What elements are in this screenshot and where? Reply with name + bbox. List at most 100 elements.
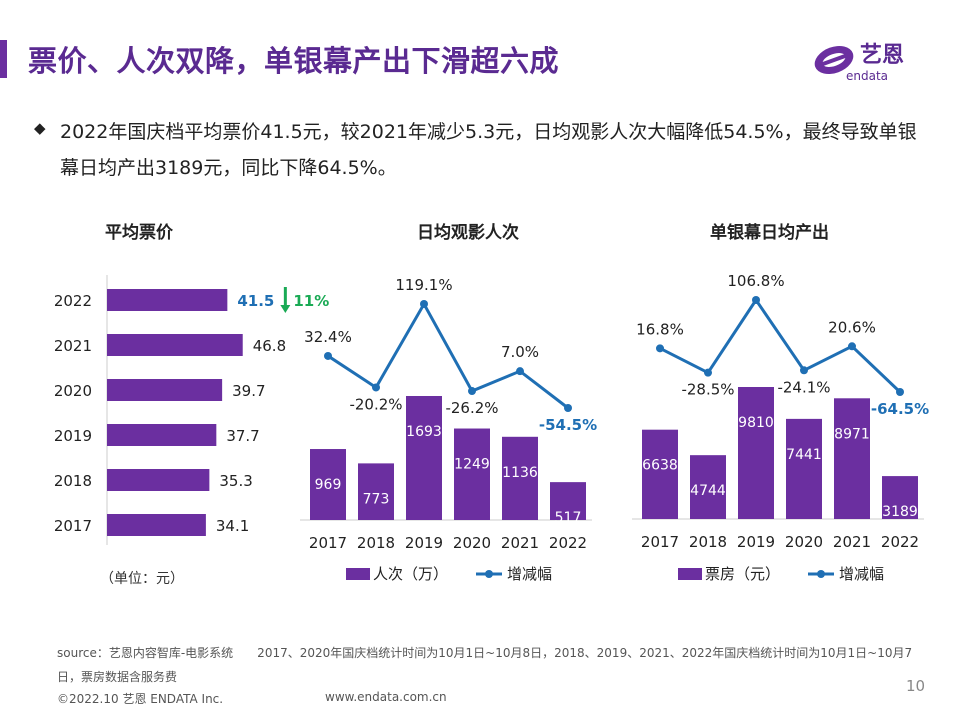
logo-e-icon (814, 45, 854, 75)
source-note: source：艺恩内容智库-电影系统 2017、2020年国庆档统计时间为10月… (57, 646, 913, 684)
bar (642, 429, 678, 519)
line-value-label: 7.0% (501, 343, 539, 361)
chart-title-screen-output: 单银幕日均产出 (710, 223, 829, 243)
change-label: 11% (293, 292, 329, 310)
line-value-label: -64.5% (871, 400, 929, 418)
x-tick-label: 2020 (453, 534, 491, 552)
bar-value-label: 6638 (642, 458, 678, 474)
website-link[interactable]: www.endata.com.cn (325, 690, 447, 704)
bar (690, 455, 726, 519)
line-value-label: 20.6% (828, 318, 876, 336)
daily-admissions-chart: 969 2017 773 2018 1693 2019 1249 2020 1136 2021 51… (300, 276, 597, 583)
endata-logo: 艺恩 endata (814, 42, 904, 83)
bar-value-label: 7441 (786, 447, 822, 463)
line-value-label: 119.1% (395, 276, 452, 294)
ticket-price-chart: 2022 41.5 11% 2021 46.8 2020 39.7 2019 37.7 2018 3… (54, 275, 329, 545)
legend-bar-swatch (678, 568, 702, 580)
x-tick-label: 2022 (881, 533, 919, 551)
legend-line-label: 增减幅 (507, 565, 552, 583)
copyright: ©2022.10 艺恩 ENDATA Inc. (57, 692, 224, 706)
line-value-label: -54.5% (539, 416, 597, 434)
bar-value-label: 3189 (882, 504, 918, 520)
value-label: 34.1 (216, 517, 249, 535)
line-value-label: -28.5% (681, 381, 734, 399)
bar (786, 418, 822, 519)
screen-output-chart: 6638 2017 4744 2018 9810 2019 7441 2020 8971 2021… (632, 272, 929, 583)
bar-value-label: 1249 (454, 457, 490, 473)
x-tick-label: 2020 (785, 533, 823, 551)
line-point (516, 367, 524, 376)
bar-value-label: 9810 (738, 415, 774, 431)
line-point (752, 296, 760, 304)
logo-subtext: endata (846, 69, 888, 83)
x-tick-label: 2021 (501, 534, 539, 552)
line-point (324, 351, 332, 360)
bar (107, 469, 210, 491)
bar (882, 476, 918, 519)
legend-bar-label: 票房（元） (705, 565, 780, 583)
bar (310, 449, 346, 520)
legend-line-point (485, 570, 493, 578)
logo-text: 艺恩 (860, 42, 904, 68)
bar-value-label: 1693 (406, 424, 442, 440)
bar-value-label: 4744 (690, 483, 726, 499)
category-label: 2020 (54, 382, 92, 400)
growth-line (659, 297, 902, 394)
line-value-label: -24.1% (777, 378, 830, 396)
bar (107, 289, 228, 311)
line-value-label: -20.2% (349, 395, 402, 413)
x-tick-label: 2022 (549, 534, 587, 552)
bar (358, 463, 394, 520)
x-tick-label: 2021 (833, 533, 871, 551)
bar (406, 396, 442, 520)
x-tick-label: 2017 (309, 534, 347, 552)
value-label: 41.5 (237, 292, 274, 310)
line-point (848, 342, 856, 351)
bar (502, 436, 538, 520)
title-accent-bar (0, 40, 7, 78)
legend-bar-label: 人次（万） (373, 565, 448, 583)
line-value-label: -26.2% (445, 399, 498, 417)
bar (107, 334, 243, 356)
line-point (800, 366, 808, 375)
line-point (420, 300, 428, 308)
x-tick-label: 2019 (405, 534, 443, 552)
legend-line-label: 增减幅 (839, 565, 884, 583)
x-tick-label: 2018 (689, 533, 727, 551)
bar-value-label: 8971 (834, 426, 870, 442)
page-title: 票价、人次双降，单银幕产出下滑超六成 (28, 44, 560, 78)
line-point (468, 387, 476, 396)
bar-value-label: 969 (315, 477, 342, 493)
x-tick-label: 2019 (737, 533, 775, 551)
chart-title-daily-admissions: 日均观影人次 (417, 223, 519, 243)
category-label: 2021 (54, 337, 92, 355)
line-point (564, 404, 572, 412)
line-value-label: 32.4% (304, 328, 352, 346)
x-tick-label: 2018 (357, 534, 395, 552)
page-number: 10 (906, 677, 926, 695)
bullet-diamond-icon: ◆ (34, 119, 46, 137)
summary-text: 2022年国庆档平均票价41.5元，较2021年减少5.3元，日均观影人次大幅降… (60, 121, 917, 179)
value-label: 35.3 (219, 472, 252, 490)
bar (107, 424, 217, 446)
bar (738, 387, 774, 519)
bar (550, 482, 586, 520)
category-label: 2019 (54, 427, 92, 445)
bar (107, 379, 223, 401)
bar (834, 398, 870, 519)
value-label: 46.8 (253, 337, 286, 355)
unit-note: （单位：元） (100, 571, 184, 587)
category-label: 2017 (54, 517, 92, 535)
line-value-label: 106.8% (727, 272, 784, 290)
bar-value-label: 517 (555, 510, 582, 526)
value-label: 37.7 (226, 427, 259, 445)
category-label: 2022 (54, 292, 92, 310)
value-label: 39.7 (232, 382, 265, 400)
legend-bar-swatch (346, 568, 370, 580)
bar (107, 514, 206, 536)
growth-line (327, 300, 569, 410)
line-value-label: 16.8% (636, 320, 684, 338)
legend-line-point (817, 570, 825, 578)
down-arrow-head-icon (280, 305, 291, 313)
bar-value-label: 1136 (502, 465, 538, 481)
